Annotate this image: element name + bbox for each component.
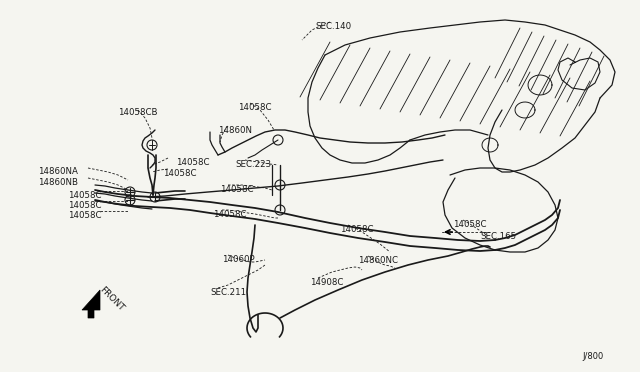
Text: 14058C: 14058C bbox=[453, 220, 486, 229]
Polygon shape bbox=[82, 290, 100, 318]
Text: 14058C: 14058C bbox=[213, 210, 246, 219]
Text: 14860NB: 14860NB bbox=[38, 178, 78, 187]
Text: 14058C: 14058C bbox=[68, 201, 102, 210]
Text: 14058C: 14058C bbox=[163, 169, 196, 178]
Text: SEC.140: SEC.140 bbox=[315, 22, 351, 31]
Text: 14860N: 14860N bbox=[218, 126, 252, 135]
Text: 14058C: 14058C bbox=[238, 103, 271, 112]
Text: 14058C: 14058C bbox=[68, 211, 102, 220]
Text: FRONT: FRONT bbox=[98, 285, 125, 313]
Text: 14058C: 14058C bbox=[340, 225, 374, 234]
Text: J/800: J/800 bbox=[582, 352, 604, 361]
Text: SEC.211: SEC.211 bbox=[210, 288, 246, 297]
Text: 14058C: 14058C bbox=[68, 191, 102, 200]
Text: 14060P: 14060P bbox=[222, 255, 255, 264]
Text: 14058CB: 14058CB bbox=[118, 108, 157, 117]
Text: SEC.165: SEC.165 bbox=[480, 232, 516, 241]
Text: 14860NA: 14860NA bbox=[38, 167, 78, 176]
Text: 14058C: 14058C bbox=[176, 158, 209, 167]
Text: 14908C: 14908C bbox=[310, 278, 344, 287]
Text: 14860NC: 14860NC bbox=[358, 256, 398, 265]
Text: SEC.223: SEC.223 bbox=[235, 160, 271, 169]
Text: 14058C: 14058C bbox=[220, 185, 253, 194]
